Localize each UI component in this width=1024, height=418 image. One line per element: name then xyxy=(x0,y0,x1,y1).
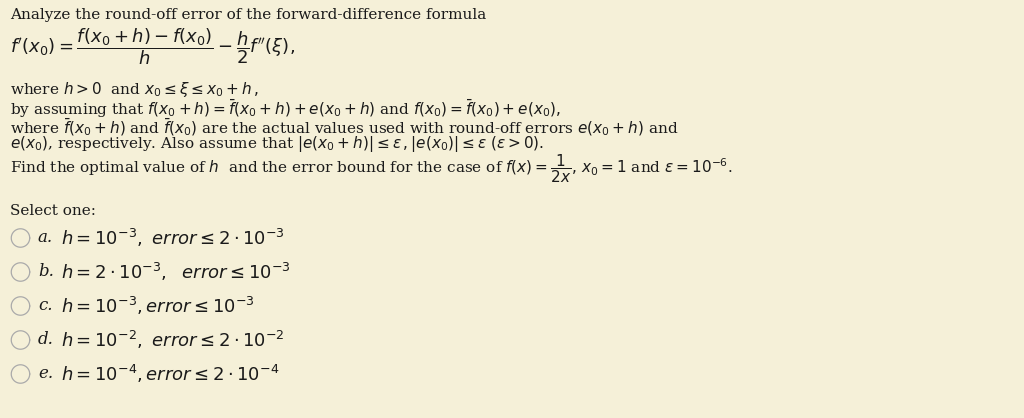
Text: $h = 10^{-2},\ error \leq 2 \cdot 10^{-2}$: $h = 10^{-2},\ error \leq 2 \cdot 10^{-2… xyxy=(61,329,285,351)
Text: Select one:: Select one: xyxy=(10,204,96,218)
Text: b.: b. xyxy=(38,263,54,280)
Text: by assuming that $f(x_0 + h) = \bar{f}(x_0 + h) + e(x_0 + h)$ and $f(x_0) = \bar: by assuming that $f(x_0 + h) = \bar{f}(x… xyxy=(10,98,561,120)
Text: Analyze the round-off error of the forward-difference formula: Analyze the round-off error of the forwa… xyxy=(10,8,486,22)
Text: d.: d. xyxy=(38,331,54,349)
Text: where $h > 0$  and $x_0 \leq \xi \leq x_0 + h\,,$: where $h > 0$ and $x_0 \leq \xi \leq x_0… xyxy=(10,80,259,99)
Text: $f'(x_0) = \dfrac{f(x_0+h)-f(x_0)}{h} - \dfrac{h}{2}f''(\xi),$: $f'(x_0) = \dfrac{f(x_0+h)-f(x_0)}{h} - … xyxy=(10,26,295,66)
Text: Find the optimal value of $h$  and the error bound for the case of $f(x) = \dfra: Find the optimal value of $h$ and the er… xyxy=(10,152,733,185)
Text: $h = 2 \cdot 10^{-3},\ \ error \leq 10^{-3}$: $h = 2 \cdot 10^{-3},\ \ error \leq 10^{… xyxy=(61,261,291,283)
Text: e.: e. xyxy=(38,365,53,382)
Text: where $\bar{f}(x_0 + h)$ and $\bar{f}(x_0)$ are the actual values used with roun: where $\bar{f}(x_0 + h)$ and $\bar{f}(x_… xyxy=(10,116,679,138)
Text: a.: a. xyxy=(38,229,53,247)
Text: $e(x_0)$, respectively. Also assume that $|e(x_0 + h)| \leq \epsilon\,,|e(x_0)| : $e(x_0)$, respectively. Also assume that… xyxy=(10,134,545,154)
Text: $h = 10^{-3},error \leq 10^{-3}$: $h = 10^{-3},error \leq 10^{-3}$ xyxy=(61,295,255,317)
Text: $h = 10^{-3},\ error \leq 2 \cdot 10^{-3}$: $h = 10^{-3},\ error \leq 2 \cdot 10^{-3… xyxy=(61,227,286,249)
Text: $h = 10^{-4},error \leq 2 \cdot 10^{-4}$: $h = 10^{-4},error \leq 2 \cdot 10^{-4}$ xyxy=(61,363,280,385)
Text: c.: c. xyxy=(38,298,52,314)
